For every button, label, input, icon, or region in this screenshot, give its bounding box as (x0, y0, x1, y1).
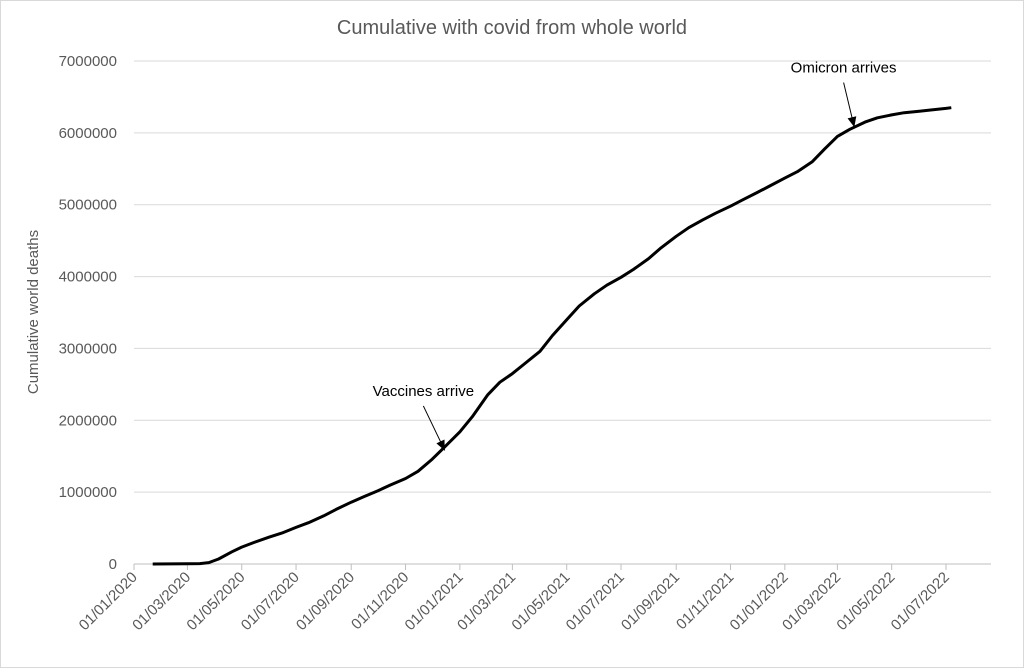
y-tick-label: 1000000 (59, 484, 117, 501)
y-tick-label: 4000000 (59, 269, 117, 286)
annotation-arrowhead (436, 439, 445, 451)
y-tick-label: 5000000 (59, 197, 117, 214)
y-tick-label: 7000000 (59, 53, 117, 70)
gridlines (134, 60, 991, 565)
y-tick-label: 6000000 (59, 125, 117, 142)
y-tick-labels: 0 1000000 2000000 3000000 4000000 5000000 6000… (59, 53, 117, 573)
annotation-arrowhead (847, 116, 857, 128)
series-layer (152, 106, 952, 566)
y-tick-label: 2000000 (59, 412, 117, 429)
annotations: Vaccines arrive Omicron arrives (373, 60, 897, 451)
y-axis-label: Cumulative world deaths (25, 230, 42, 394)
y-tick-label: 3000000 (59, 340, 117, 357)
series-line (152, 106, 952, 566)
y-tick-label: 0 (109, 556, 117, 573)
x-tick-label: 01/09/2020 (293, 569, 358, 634)
annotation-label: Omicron arrives (791, 60, 897, 77)
x-tick-label: 01/09/2021 (618, 569, 683, 634)
annotation-label: Vaccines arrive (373, 383, 474, 400)
x-tick-label: 01/07/2022 (888, 569, 953, 634)
chart-title: Cumulative with covid from whole world (337, 17, 687, 39)
x-tick-label: 01/07/2020 (238, 569, 303, 634)
x-tick-label: 01/07/2021 (563, 569, 628, 634)
x-tick-labels: 01/01/202001/03/202001/05/202001/07/2020… (76, 564, 953, 634)
